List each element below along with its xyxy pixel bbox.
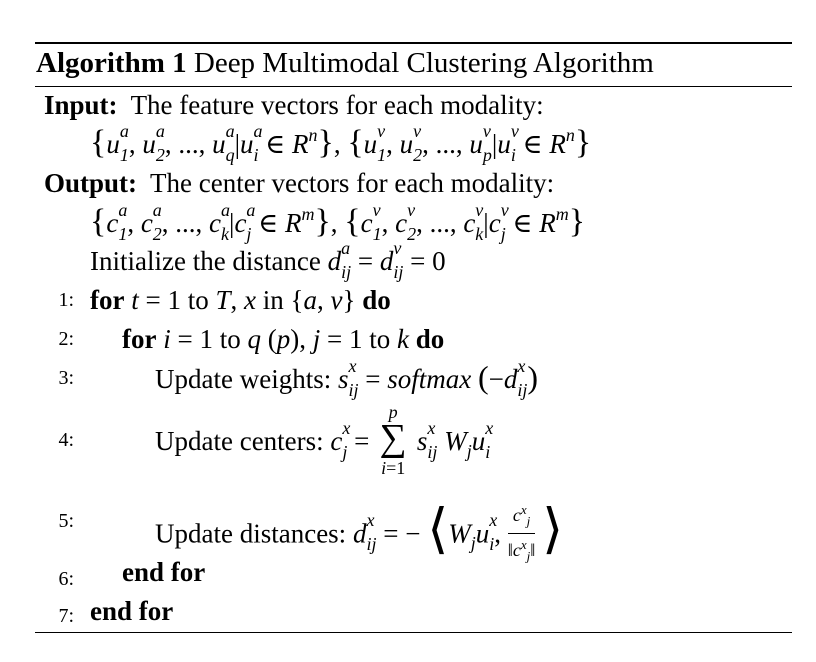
step-1: for t = 1 to T, x in {a, v} do	[90, 285, 391, 315]
update-weights-text: Update weights:	[155, 364, 332, 394]
init-text: Initialize the distance	[90, 246, 321, 276]
normalized-center-fraction: cxj ‖cxj‖	[507, 499, 536, 567]
step-6: end for	[122, 557, 205, 587]
algorithm-label: Algorithm 1	[36, 47, 187, 79]
algorithm-title: Deep Multimodal Clustering Algorithm	[193, 47, 654, 79]
line-number-2: 2:	[58, 328, 74, 350]
input-text: The feature vectors for each modality:	[130, 90, 544, 120]
update-distances-text: Update distances:	[155, 518, 347, 549]
to-text: to	[369, 324, 391, 354]
for-keyword: for	[122, 324, 157, 354]
input-label: Input:	[44, 90, 118, 120]
caption-rule	[35, 86, 792, 87]
end-for-keyword: end for	[122, 557, 206, 587]
update-centers-text: Update centers:	[155, 426, 324, 456]
do-keyword: do	[415, 324, 445, 354]
summation-symbol: p ∑ i=1	[379, 402, 407, 478]
step-2: for i = 1 to q (p), j = 1 to k do	[122, 324, 445, 354]
input-line: Input: The feature vectors for each moda…	[44, 90, 544, 120]
line-number-6: 6:	[58, 568, 74, 590]
step-3: Update weights: s x ij = softmax (−d x ij)	[155, 356, 539, 400]
do-keyword: do	[362, 285, 391, 315]
algorithm-caption: Algorithm 1 Deep Multimodal Clustering A…	[36, 48, 654, 78]
line-number-4: 4:	[58, 429, 74, 451]
step-5: Update distances: d x ij = − ⟨Wju x i, cxj ‖c…	[155, 502, 563, 570]
step-7: end for	[90, 596, 173, 626]
line-number-5: 5:	[58, 510, 74, 532]
init-line: Initialize the distance d a ij = d v ij = 0	[90, 238, 446, 282]
line-number-3: 3:	[58, 367, 74, 389]
for-keyword: for	[90, 285, 125, 315]
output-text: The center vectors for each modality:	[150, 168, 555, 198]
top-rule	[35, 42, 792, 44]
to-text: to	[219, 324, 241, 354]
line-number-7: 7:	[58, 605, 74, 627]
bottom-rule	[35, 632, 792, 633]
to-text: to	[187, 285, 209, 315]
output-label: Output:	[44, 168, 138, 198]
end-for-keyword: end for	[90, 596, 174, 626]
output-line: Output: The center vectors for each moda…	[44, 168, 554, 198]
line-number-1: 1:	[58, 289, 74, 311]
